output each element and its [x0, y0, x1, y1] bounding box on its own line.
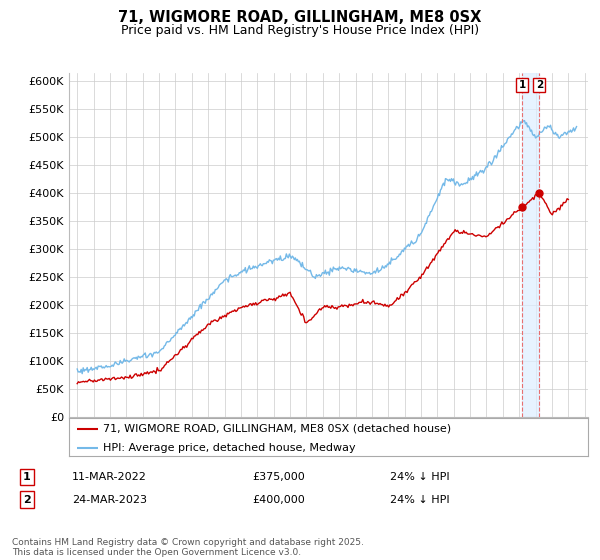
Text: 2: 2 — [536, 80, 543, 90]
Text: 11-MAR-2022: 11-MAR-2022 — [72, 472, 147, 482]
Text: 71, WIGMORE ROAD, GILLINGHAM, ME8 0SX: 71, WIGMORE ROAD, GILLINGHAM, ME8 0SX — [118, 10, 482, 25]
Text: Contains HM Land Registry data © Crown copyright and database right 2025.
This d: Contains HM Land Registry data © Crown c… — [12, 538, 364, 557]
Text: 2: 2 — [23, 494, 31, 505]
Text: 1: 1 — [519, 80, 526, 90]
Text: Price paid vs. HM Land Registry's House Price Index (HPI): Price paid vs. HM Land Registry's House … — [121, 24, 479, 36]
Text: HPI: Average price, detached house, Medway: HPI: Average price, detached house, Medw… — [103, 443, 355, 453]
Text: £400,000: £400,000 — [252, 494, 305, 505]
Text: 24% ↓ HPI: 24% ↓ HPI — [390, 494, 449, 505]
Text: 1: 1 — [23, 472, 31, 482]
Text: £375,000: £375,000 — [252, 472, 305, 482]
Text: 24% ↓ HPI: 24% ↓ HPI — [390, 472, 449, 482]
Text: 24-MAR-2023: 24-MAR-2023 — [72, 494, 147, 505]
Text: 71, WIGMORE ROAD, GILLINGHAM, ME8 0SX (detached house): 71, WIGMORE ROAD, GILLINGHAM, ME8 0SX (d… — [103, 424, 451, 434]
Bar — [523, 73, 539, 417]
